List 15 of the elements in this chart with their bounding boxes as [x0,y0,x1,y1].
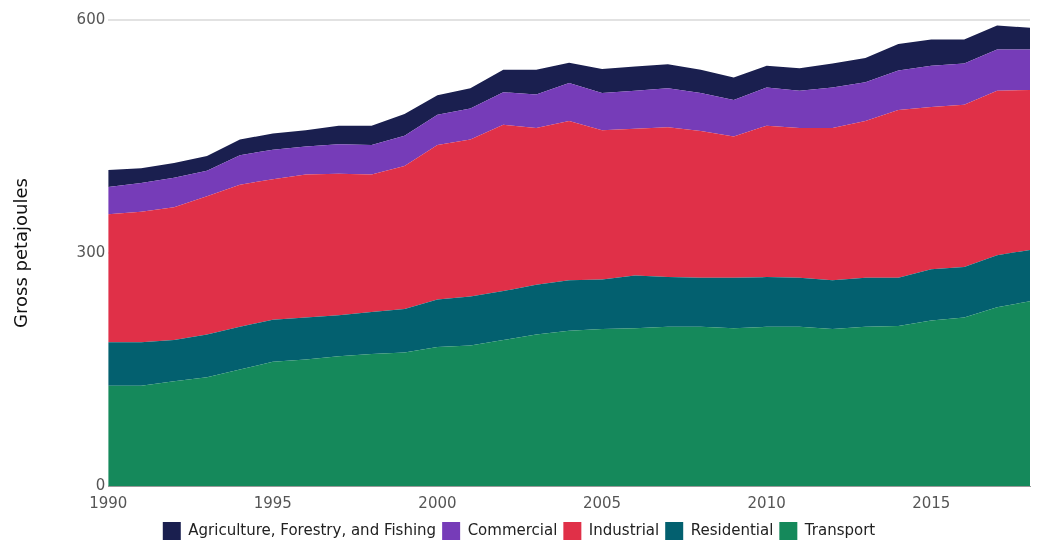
legend-label: Commercial [467,520,558,539]
x-tick-label: 2015 [912,493,951,512]
y-axis-title: Gross petajoules [10,178,32,328]
y-tick-label: 0 [95,475,106,494]
x-tick-label: 1990 [89,493,128,512]
y-tick-label: 300 [76,242,106,261]
legend-label: Transport [803,520,876,539]
y-tick-label: 600 [76,9,106,28]
x-tick-label: 2000 [418,493,457,512]
x-tick-label: 2005 [582,493,622,512]
x-tick-label: 2010 [747,493,786,512]
legend-label: Agriculture, Forestry, and Fishing [188,520,437,539]
legend-label: Residential [690,520,774,539]
x-tick-label: 1995 [253,493,292,512]
legend-label: Industrial [588,520,660,539]
